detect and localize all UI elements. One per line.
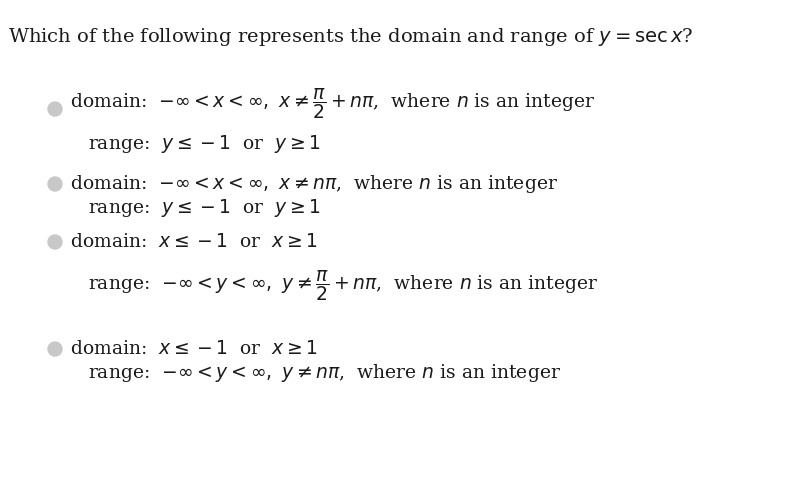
Text: domain:  $x\leq-1$  or  $x\geq1$: domain: $x\leq-1$ or $x\geq1$ xyxy=(70,233,318,251)
Text: domain:  $x\leq-1$  or  $x\geq1$: domain: $x\leq-1$ or $x\geq1$ xyxy=(70,340,318,358)
Circle shape xyxy=(48,235,62,249)
Text: domain:  $-\infty < x < \infty,\ x \neq n\pi$,  where $n$ is an integer: domain: $-\infty < x < \infty,\ x \neq n… xyxy=(70,173,558,195)
Text: range:  $y\leq-1$  or  $y\geq1$: range: $y\leq-1$ or $y\geq1$ xyxy=(88,133,321,155)
Text: range:  $y\leq-1$  or  $y\geq1$: range: $y\leq-1$ or $y\geq1$ xyxy=(88,197,321,219)
Text: range:  $-\infty < y < \infty,\ y \neq n\pi$,  where $n$ is an integer: range: $-\infty < y < \infty,\ y \neq n\… xyxy=(88,362,561,384)
Text: Which of the following represents the domain and range of $y = \sec x$?: Which of the following represents the do… xyxy=(8,26,694,48)
Text: range:  $-\infty < y < \infty,\ y \neq \dfrac{\pi}{2}+n\pi$,  where $n$ is an in: range: $-\infty < y < \infty,\ y \neq \d… xyxy=(88,269,598,303)
Circle shape xyxy=(48,102,62,116)
Circle shape xyxy=(48,177,62,191)
Text: domain:  $-\infty < x < \infty,\ x \neq \dfrac{\pi}{2}+n\pi$,  where $n$ is an i: domain: $-\infty < x < \infty,\ x \neq \… xyxy=(70,87,595,121)
Circle shape xyxy=(48,342,62,356)
